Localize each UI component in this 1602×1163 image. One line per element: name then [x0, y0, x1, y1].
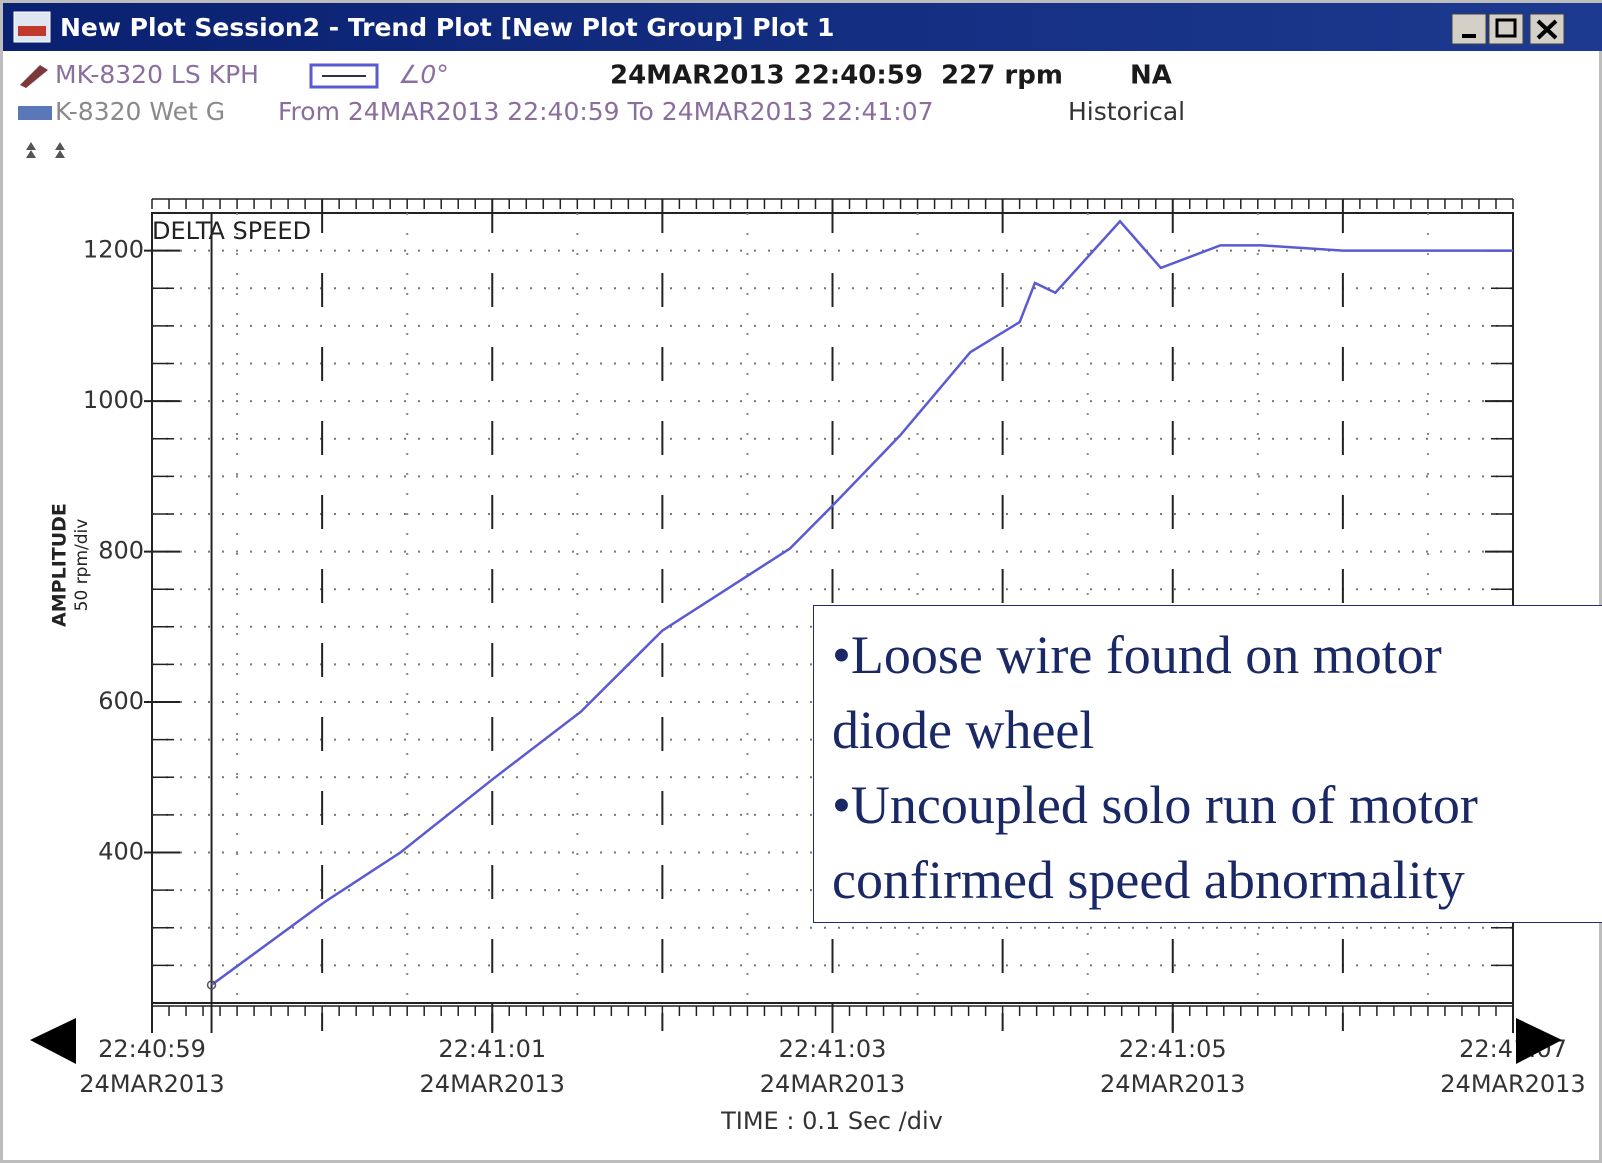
- cursor-readout: 24MAR2013 22:40:59 227 rpm: [610, 61, 1063, 91]
- annotation-line: diode wheel: [832, 700, 1095, 760]
- close-glyph: [1536, 19, 1558, 40]
- x-tick-label: 22:40:59: [98, 1035, 206, 1063]
- x-tick-date: 24MAR2013: [1440, 1070, 1585, 1098]
- y-tick-label: 400: [98, 838, 144, 866]
- x-tick-label: 22:41:05: [1119, 1035, 1227, 1063]
- x-tick-date: 24MAR2013: [420, 1070, 565, 1098]
- status: NA: [1130, 61, 1172, 91]
- scroll-right[interactable]: [1516, 1018, 1562, 1064]
- time-range: From 24MAR2013 22:40:59 To 24MAR2013 22:…: [278, 97, 934, 126]
- x-tick-date: 24MAR2013: [79, 1070, 224, 1098]
- x-tick-label: 22:41:01: [438, 1035, 546, 1063]
- y-axis-label: AMPLITUDE: [49, 503, 71, 627]
- x-tick-label: 22:41:03: [779, 1035, 887, 1063]
- mode: Historical: [1068, 97, 1185, 126]
- channel2-icon: [18, 106, 52, 120]
- channel2-name: K-8320 Wet G: [55, 97, 225, 126]
- pencil-icon: [20, 65, 48, 88]
- cursor-marker: [206, 980, 217, 990]
- y-tick-label: 1200: [83, 236, 144, 264]
- y-tick-label: 1000: [83, 386, 144, 414]
- app-icon-bar: [18, 26, 46, 36]
- y-tick-label: 600: [98, 687, 144, 715]
- window-buttons[interactable]: [1451, 13, 1565, 45]
- x-axis-label: TIME : 0.1 Sec /div: [720, 1107, 943, 1135]
- annotation-line: •Loose wire found on motor: [832, 625, 1442, 685]
- annotation-line: •Uncoupled solo run of motor: [832, 775, 1478, 835]
- x-tick-date: 24MAR2013: [1100, 1070, 1245, 1098]
- window-title: New Plot Session2 - Trend Plot [New Plot…: [60, 13, 834, 42]
- minimize-button[interactable]: [1451, 13, 1487, 45]
- x-tick-date: 24MAR2013: [760, 1070, 905, 1098]
- series-label: DELTA SPEED: [152, 217, 311, 245]
- title-bar: [3, 3, 1602, 51]
- annotation-box: •Loose wire found on motor diode wheel •Un…: [813, 605, 1602, 923]
- scroll-left[interactable]: [30, 1018, 76, 1064]
- scroll-icons[interactable]: [26, 142, 65, 158]
- maximize-glyph: [1495, 18, 1517, 38]
- y-axis-units: 50 rpm/div: [72, 519, 92, 612]
- y-tick-label: 800: [98, 537, 144, 565]
- channel-name: MK-8320 LS KPH: [55, 60, 259, 89]
- annotation-line: confirmed speed abnormality: [832, 850, 1465, 910]
- series-line: [210, 219, 1513, 986]
- minimize-glyph: [1462, 34, 1476, 38]
- angle: ∠0°: [398, 60, 449, 89]
